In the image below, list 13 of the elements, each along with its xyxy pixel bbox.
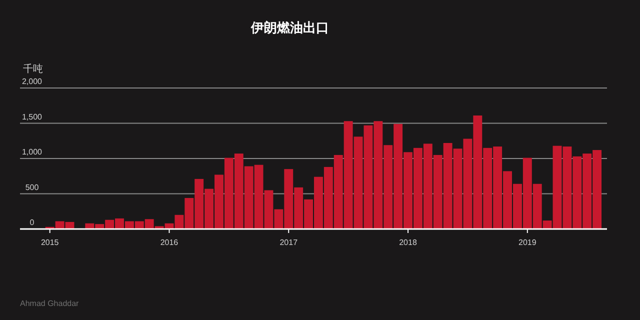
x-tick-label: 2016 (160, 238, 179, 247)
y-tick-label: 2,000 (22, 77, 43, 86)
text: Ahmad Ghaddar (20, 299, 80, 308)
x-tick-label: 2018 (399, 238, 418, 247)
y-tick-label: 0 (30, 218, 35, 227)
y-axis-title: 千吨 (23, 63, 43, 75)
y-tick-label: 1,000 (22, 148, 43, 156)
x-tick-label: 2015 (40, 238, 60, 247)
y-tick-label: 500 (25, 182, 40, 192)
x-tick-label: 2019 (518, 238, 537, 247)
chart-title: 伊朗燃油出口 (250, 20, 329, 35)
y-tick-label: 1,500 (22, 112, 43, 122)
x-tick-label: 2017 (280, 238, 298, 247)
